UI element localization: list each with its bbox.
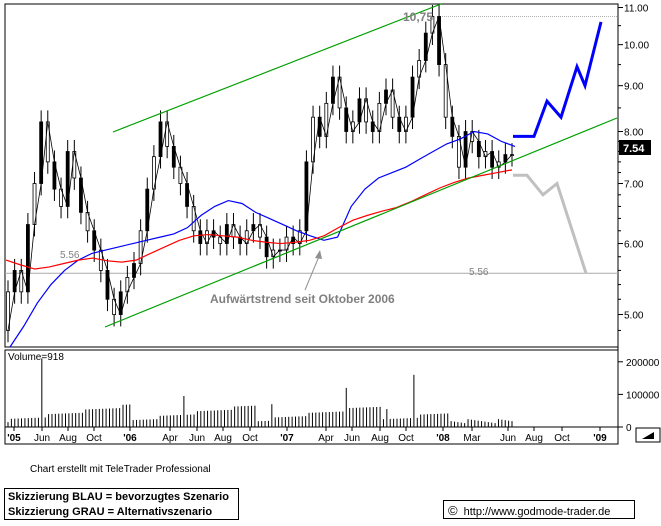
x-tick-label: Oct — [554, 433, 570, 444]
x-tick-label: Oct — [398, 433, 414, 444]
trend-annotation: Aufwärtstrend seit Oktober 2006 — [210, 292, 395, 306]
x-tick-label: Apr — [162, 433, 178, 444]
y-tick-label: 7.00 — [624, 180, 644, 191]
trend-arrow-icon — [304, 250, 322, 291]
support-label-right: 5.56 — [469, 267, 489, 278]
legend-grey: Skizzierung GRAU = Alternativszenario — [8, 506, 213, 518]
moving-average-red — [5, 169, 513, 270]
volume-tick-label: 200000 — [626, 358, 660, 369]
scenario-blue-path — [513, 21, 603, 138]
x-tick-label: Aug — [371, 433, 389, 444]
last-price-label: 7.54 — [623, 143, 645, 155]
copyright-icon: © — [448, 503, 458, 518]
volume-panel — [4, 349, 619, 428]
channel-upper-line — [112, 3, 442, 133]
url-text: http://www.godmode-trader.de — [463, 506, 611, 518]
legend-blue: Skizzierung BLAU = bevorzugtes Szenario — [8, 491, 229, 503]
scenario-legend: Skizzierung BLAU = bevorzugtes Szenario … — [4, 488, 239, 520]
y-tick-label: 10.00 — [624, 41, 649, 52]
x-tick-label: '05 — [7, 433, 21, 444]
x-tick-label: Jun — [500, 433, 516, 444]
x-tick-label: Oct — [86, 433, 102, 444]
x-tick-label: Jun — [34, 433, 50, 444]
y-tick-label: 8.00 — [624, 128, 644, 139]
source-url[interactable]: © http://www.godmode-trader.de — [443, 500, 635, 519]
support-label-left: 5.56 — [60, 250, 80, 261]
volume-tick-label: 0 — [626, 423, 632, 434]
x-tick-label: '06 — [123, 433, 137, 444]
moving-average-blue — [9, 130, 516, 348]
price-line — [7, 14, 513, 331]
high-label: 10,75 — [403, 10, 433, 24]
x-tick-label: '07 — [280, 433, 294, 444]
volume-tick-label: 100000 — [626, 390, 660, 401]
y-tick-label: 9.00 — [624, 82, 644, 93]
scenario-grey-path — [513, 173, 588, 274]
x-tick-label: '09 — [593, 433, 607, 444]
x-tick-label: Mar — [463, 433, 481, 444]
x-tick-label: Aug — [59, 433, 77, 444]
x-tick-label: Oct — [242, 433, 258, 444]
x-tick-label: Jun — [344, 433, 360, 444]
chart-credit: Chart erstellt mit TeleTrader Profession… — [30, 464, 211, 475]
y-tick-label: 11.00 — [624, 4, 649, 15]
x-tick-label: Aug — [525, 433, 543, 444]
y-tick-label: 6.00 — [624, 240, 644, 251]
volume-label: Volume=918 — [8, 352, 64, 363]
y-tick-label: 5.00 — [624, 311, 644, 322]
x-tick-label: '08 — [436, 433, 450, 444]
channel-lower-line — [104, 117, 618, 328]
last-price-tag: 7.54 — [619, 140, 651, 155]
x-tick-label: Aug — [214, 433, 232, 444]
x-tick-label: Jun — [189, 433, 205, 444]
x-tick-label: Apr — [318, 433, 334, 444]
chart: 200000 100000 0 11.00 10.00 9.00 8.00 7.00 6.00… — [4, 3, 661, 445]
scroll-arrow-icon[interactable] — [635, 427, 661, 443]
